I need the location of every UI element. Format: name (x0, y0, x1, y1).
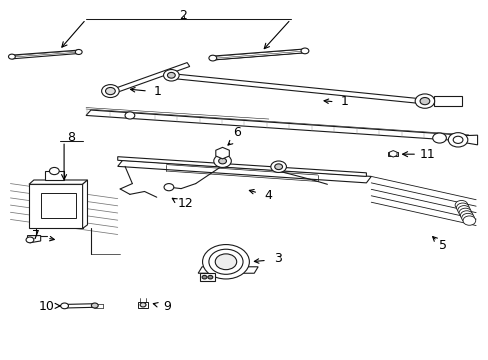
Text: 9: 9 (163, 300, 171, 313)
Text: 12: 12 (178, 197, 193, 210)
Circle shape (49, 167, 59, 175)
Circle shape (125, 112, 135, 119)
Text: 7: 7 (32, 229, 40, 242)
Polygon shape (29, 184, 82, 228)
Polygon shape (27, 235, 41, 243)
Circle shape (8, 54, 15, 59)
Circle shape (215, 254, 236, 270)
Polygon shape (29, 180, 87, 184)
Polygon shape (118, 160, 370, 183)
Circle shape (447, 133, 467, 147)
Bar (44, 171, 64, 180)
Text: 1: 1 (153, 85, 162, 98)
Circle shape (274, 164, 282, 170)
Polygon shape (199, 273, 215, 281)
Text: 1: 1 (340, 95, 347, 108)
Circle shape (208, 249, 243, 274)
Circle shape (61, 303, 68, 309)
Text: 2: 2 (179, 9, 187, 22)
Circle shape (458, 208, 471, 217)
Polygon shape (456, 135, 477, 145)
Polygon shape (210, 49, 306, 60)
Polygon shape (64, 304, 94, 308)
Circle shape (202, 275, 206, 279)
Polygon shape (138, 302, 148, 308)
Circle shape (163, 69, 179, 81)
Text: 4: 4 (264, 189, 271, 202)
Circle shape (26, 237, 34, 243)
Polygon shape (86, 110, 473, 141)
Bar (41, 193, 76, 219)
Circle shape (105, 87, 115, 95)
Polygon shape (171, 74, 427, 104)
Circle shape (75, 49, 82, 54)
Text: 8: 8 (67, 131, 75, 144)
Circle shape (419, 98, 429, 105)
Text: 11: 11 (419, 148, 435, 161)
Circle shape (91, 303, 98, 308)
Text: 6: 6 (233, 126, 241, 139)
Polygon shape (118, 157, 366, 176)
Circle shape (301, 48, 308, 54)
Circle shape (432, 133, 446, 143)
Circle shape (163, 184, 173, 191)
Text: 5: 5 (439, 239, 447, 252)
Circle shape (457, 206, 469, 215)
Circle shape (140, 303, 146, 307)
Circle shape (213, 154, 231, 167)
Bar (433, 96, 461, 107)
Circle shape (208, 55, 216, 61)
Text: 10: 10 (39, 300, 55, 313)
Polygon shape (82, 180, 87, 228)
Polygon shape (198, 267, 258, 273)
Circle shape (460, 211, 472, 220)
Polygon shape (106, 63, 189, 95)
Circle shape (202, 244, 249, 279)
Circle shape (454, 201, 467, 210)
Polygon shape (10, 50, 80, 59)
Circle shape (218, 158, 226, 164)
Circle shape (461, 213, 473, 223)
Circle shape (414, 94, 434, 108)
Circle shape (102, 85, 119, 98)
Circle shape (167, 72, 175, 78)
Polygon shape (387, 152, 397, 156)
Circle shape (452, 136, 462, 143)
Circle shape (455, 203, 468, 212)
Circle shape (207, 275, 212, 279)
Circle shape (270, 161, 286, 172)
Text: 3: 3 (273, 252, 281, 265)
Circle shape (462, 216, 475, 225)
